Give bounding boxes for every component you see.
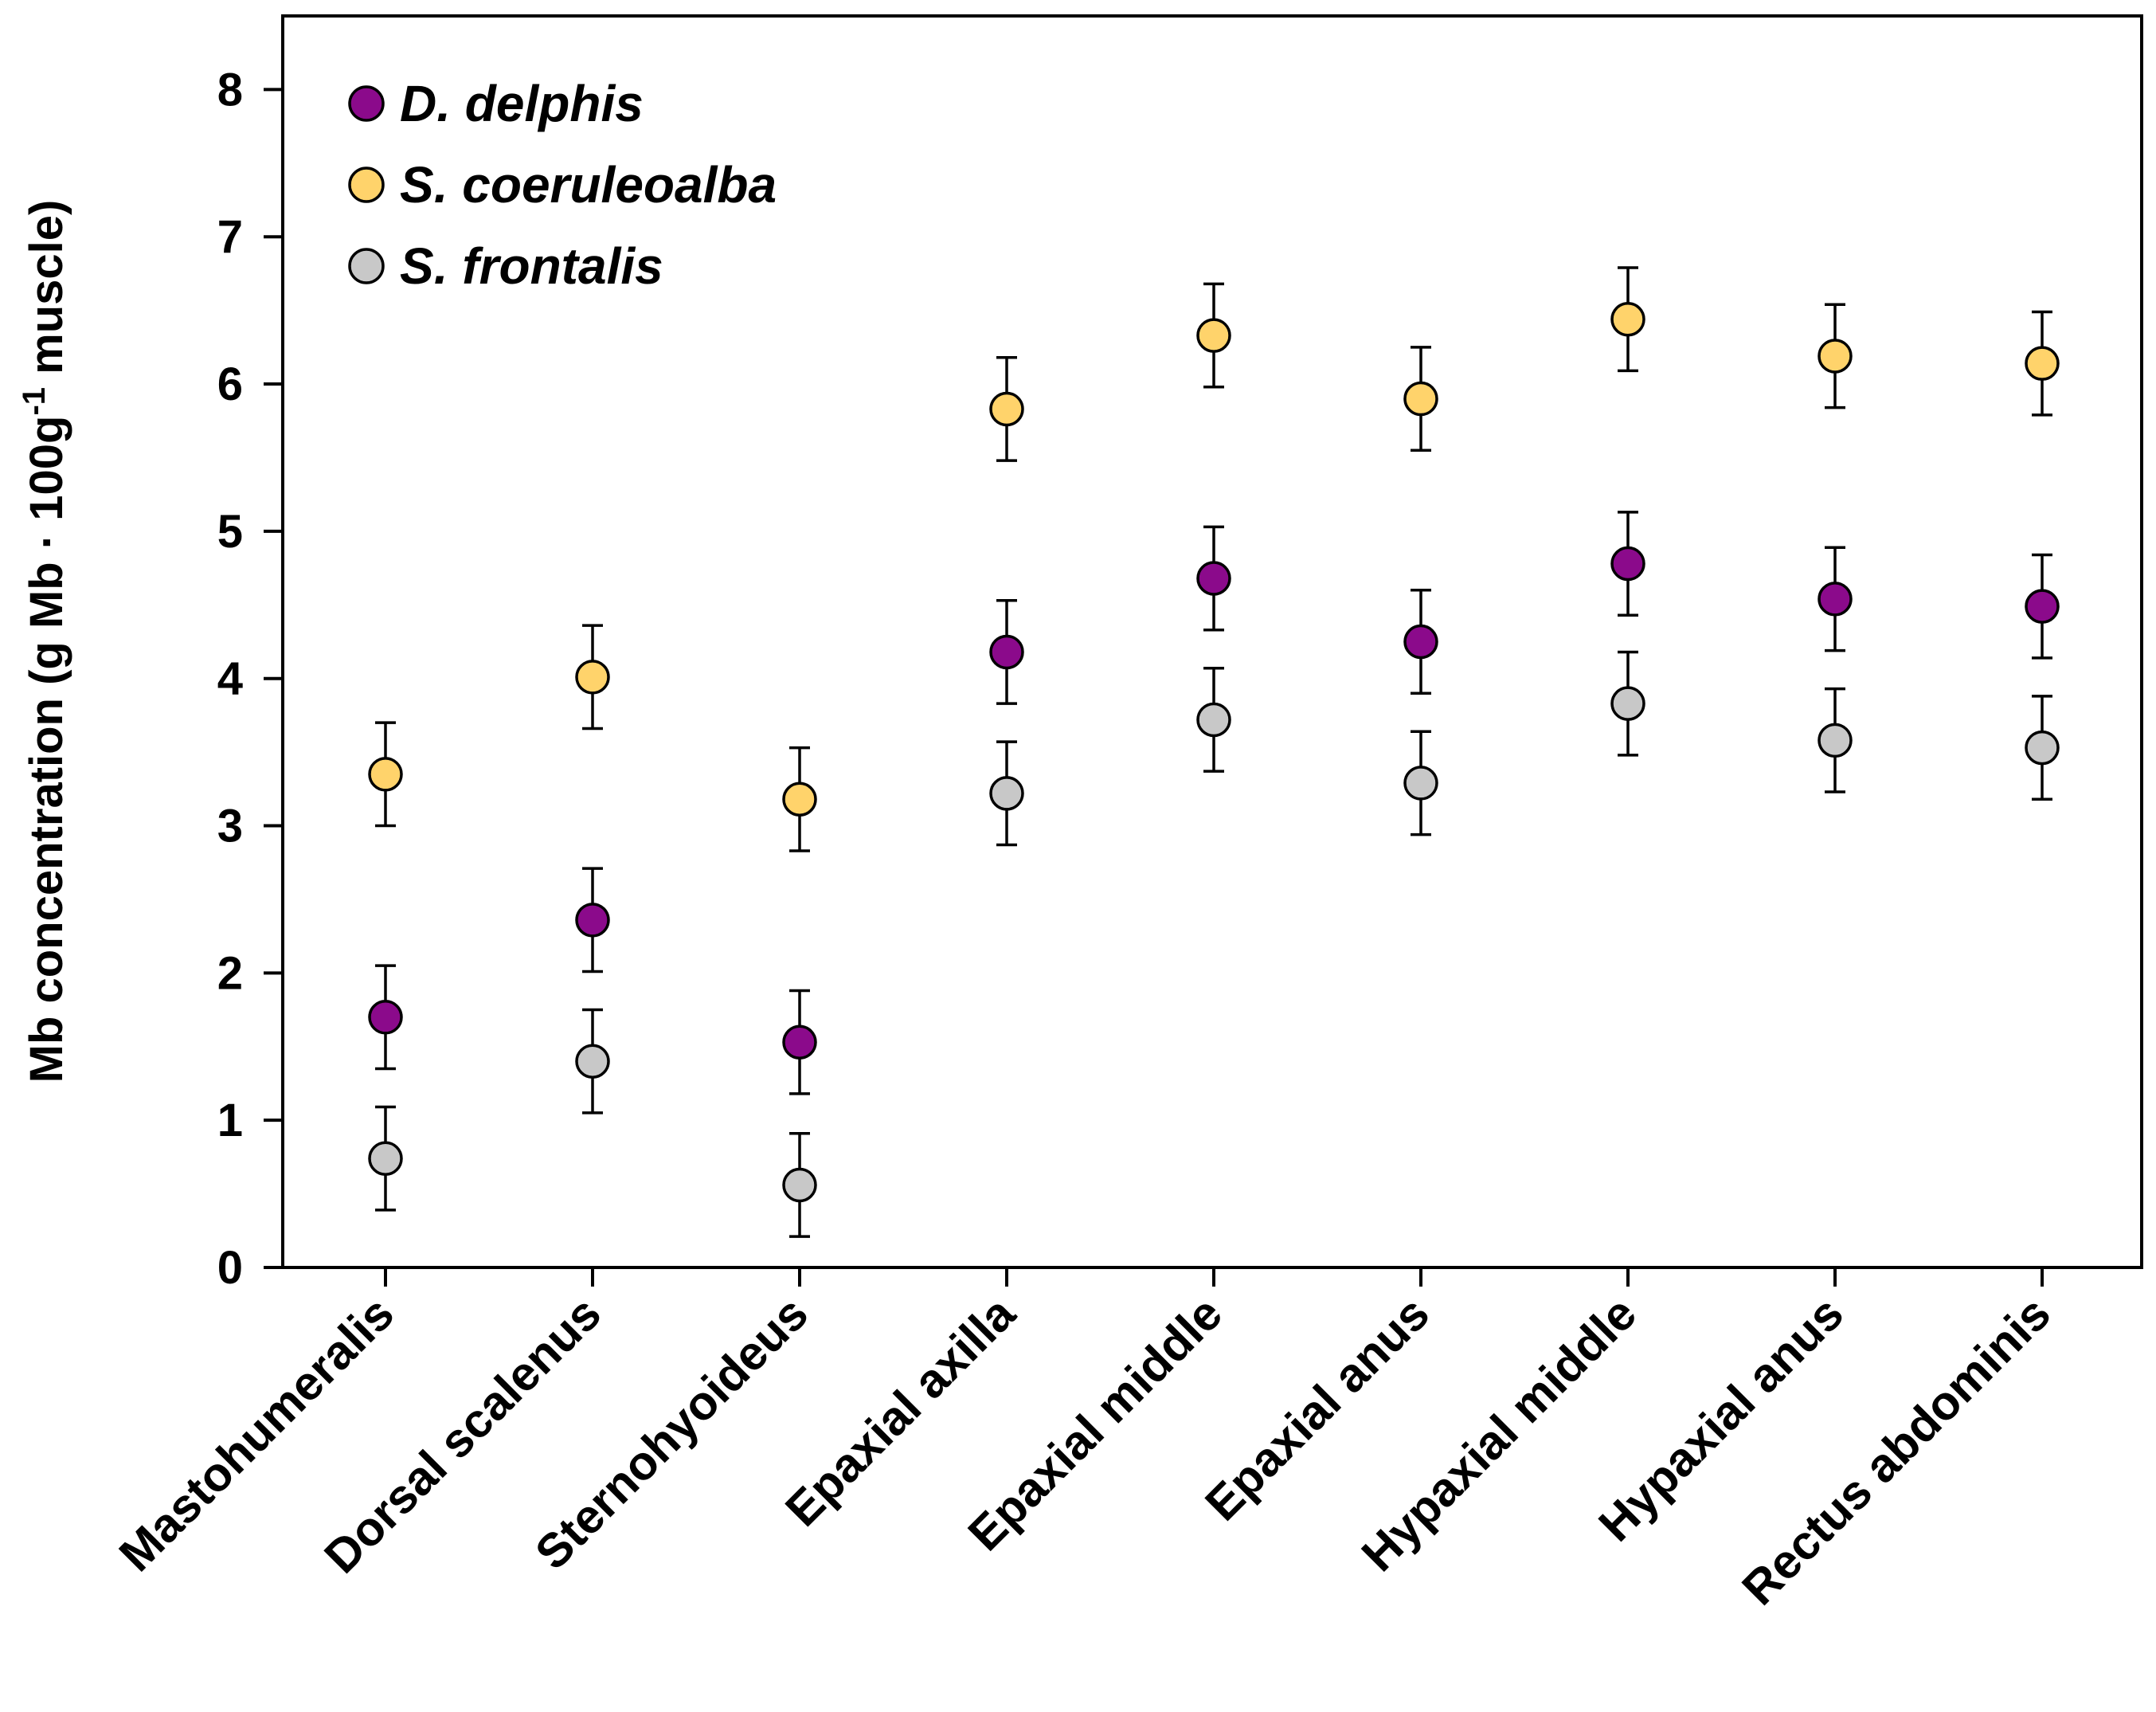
data-point — [782, 1024, 817, 1060]
y-axis: 0 1 2 3 4 5 6 7 8 — [217, 64, 283, 1294]
y-tick-label: 7 — [217, 211, 243, 263]
data-point — [1610, 686, 1645, 721]
data-point — [989, 634, 1024, 670]
y-axis-title: Mb concentration (g Mb · 100g-1 muscle) — [17, 200, 72, 1083]
data-point — [1818, 582, 1853, 617]
data-point — [368, 1141, 403, 1176]
data-point — [1818, 339, 1853, 374]
data-point — [1610, 546, 1645, 582]
data-point — [782, 1167, 817, 1203]
series-1 — [368, 266, 2060, 852]
y-tick-label: 6 — [217, 358, 243, 410]
data-point — [1403, 381, 1438, 417]
data-point — [989, 391, 1024, 427]
data-point — [1196, 561, 1231, 596]
series-0 — [368, 511, 2060, 1095]
data-point — [2025, 346, 2060, 381]
series-layer — [368, 266, 2060, 1238]
data-point — [1610, 301, 1645, 337]
legend-marker — [348, 85, 385, 122]
data-point — [2025, 730, 2060, 766]
data-point — [368, 757, 403, 792]
legend: D. delphis S. coeruleoalba S. frontalis — [348, 75, 777, 295]
legend-marker — [348, 166, 385, 203]
data-point — [1196, 702, 1231, 738]
data-point — [782, 782, 817, 817]
data-point — [1403, 624, 1438, 660]
legend-label: D. delphis — [400, 75, 644, 132]
y-tick-label: 3 — [217, 801, 243, 852]
data-point — [575, 1044, 610, 1079]
data-point — [368, 1000, 403, 1035]
y-tick-label: 0 — [217, 1242, 243, 1294]
data-point — [1818, 723, 1853, 758]
y-tick-label: 5 — [217, 506, 243, 558]
y-tick-label: 8 — [217, 64, 243, 116]
y-tick-label: 4 — [217, 653, 243, 705]
y-tick-label: 2 — [217, 947, 243, 999]
series-2 — [368, 650, 2060, 1238]
y-axis-title-superscript: -1 — [17, 387, 52, 416]
data-point — [1403, 766, 1438, 801]
legend-label: S. frontalis — [400, 237, 663, 295]
legend-label: S. coeruleoalba — [400, 156, 777, 214]
data-point — [575, 903, 610, 938]
data-point — [1196, 318, 1231, 353]
data-point — [989, 776, 1024, 811]
y-tick-label: 1 — [217, 1095, 243, 1146]
legend-marker — [348, 248, 385, 284]
y-axis-title-tail: muscle) — [21, 200, 72, 387]
data-point — [575, 660, 610, 695]
data-point — [2025, 589, 2060, 624]
